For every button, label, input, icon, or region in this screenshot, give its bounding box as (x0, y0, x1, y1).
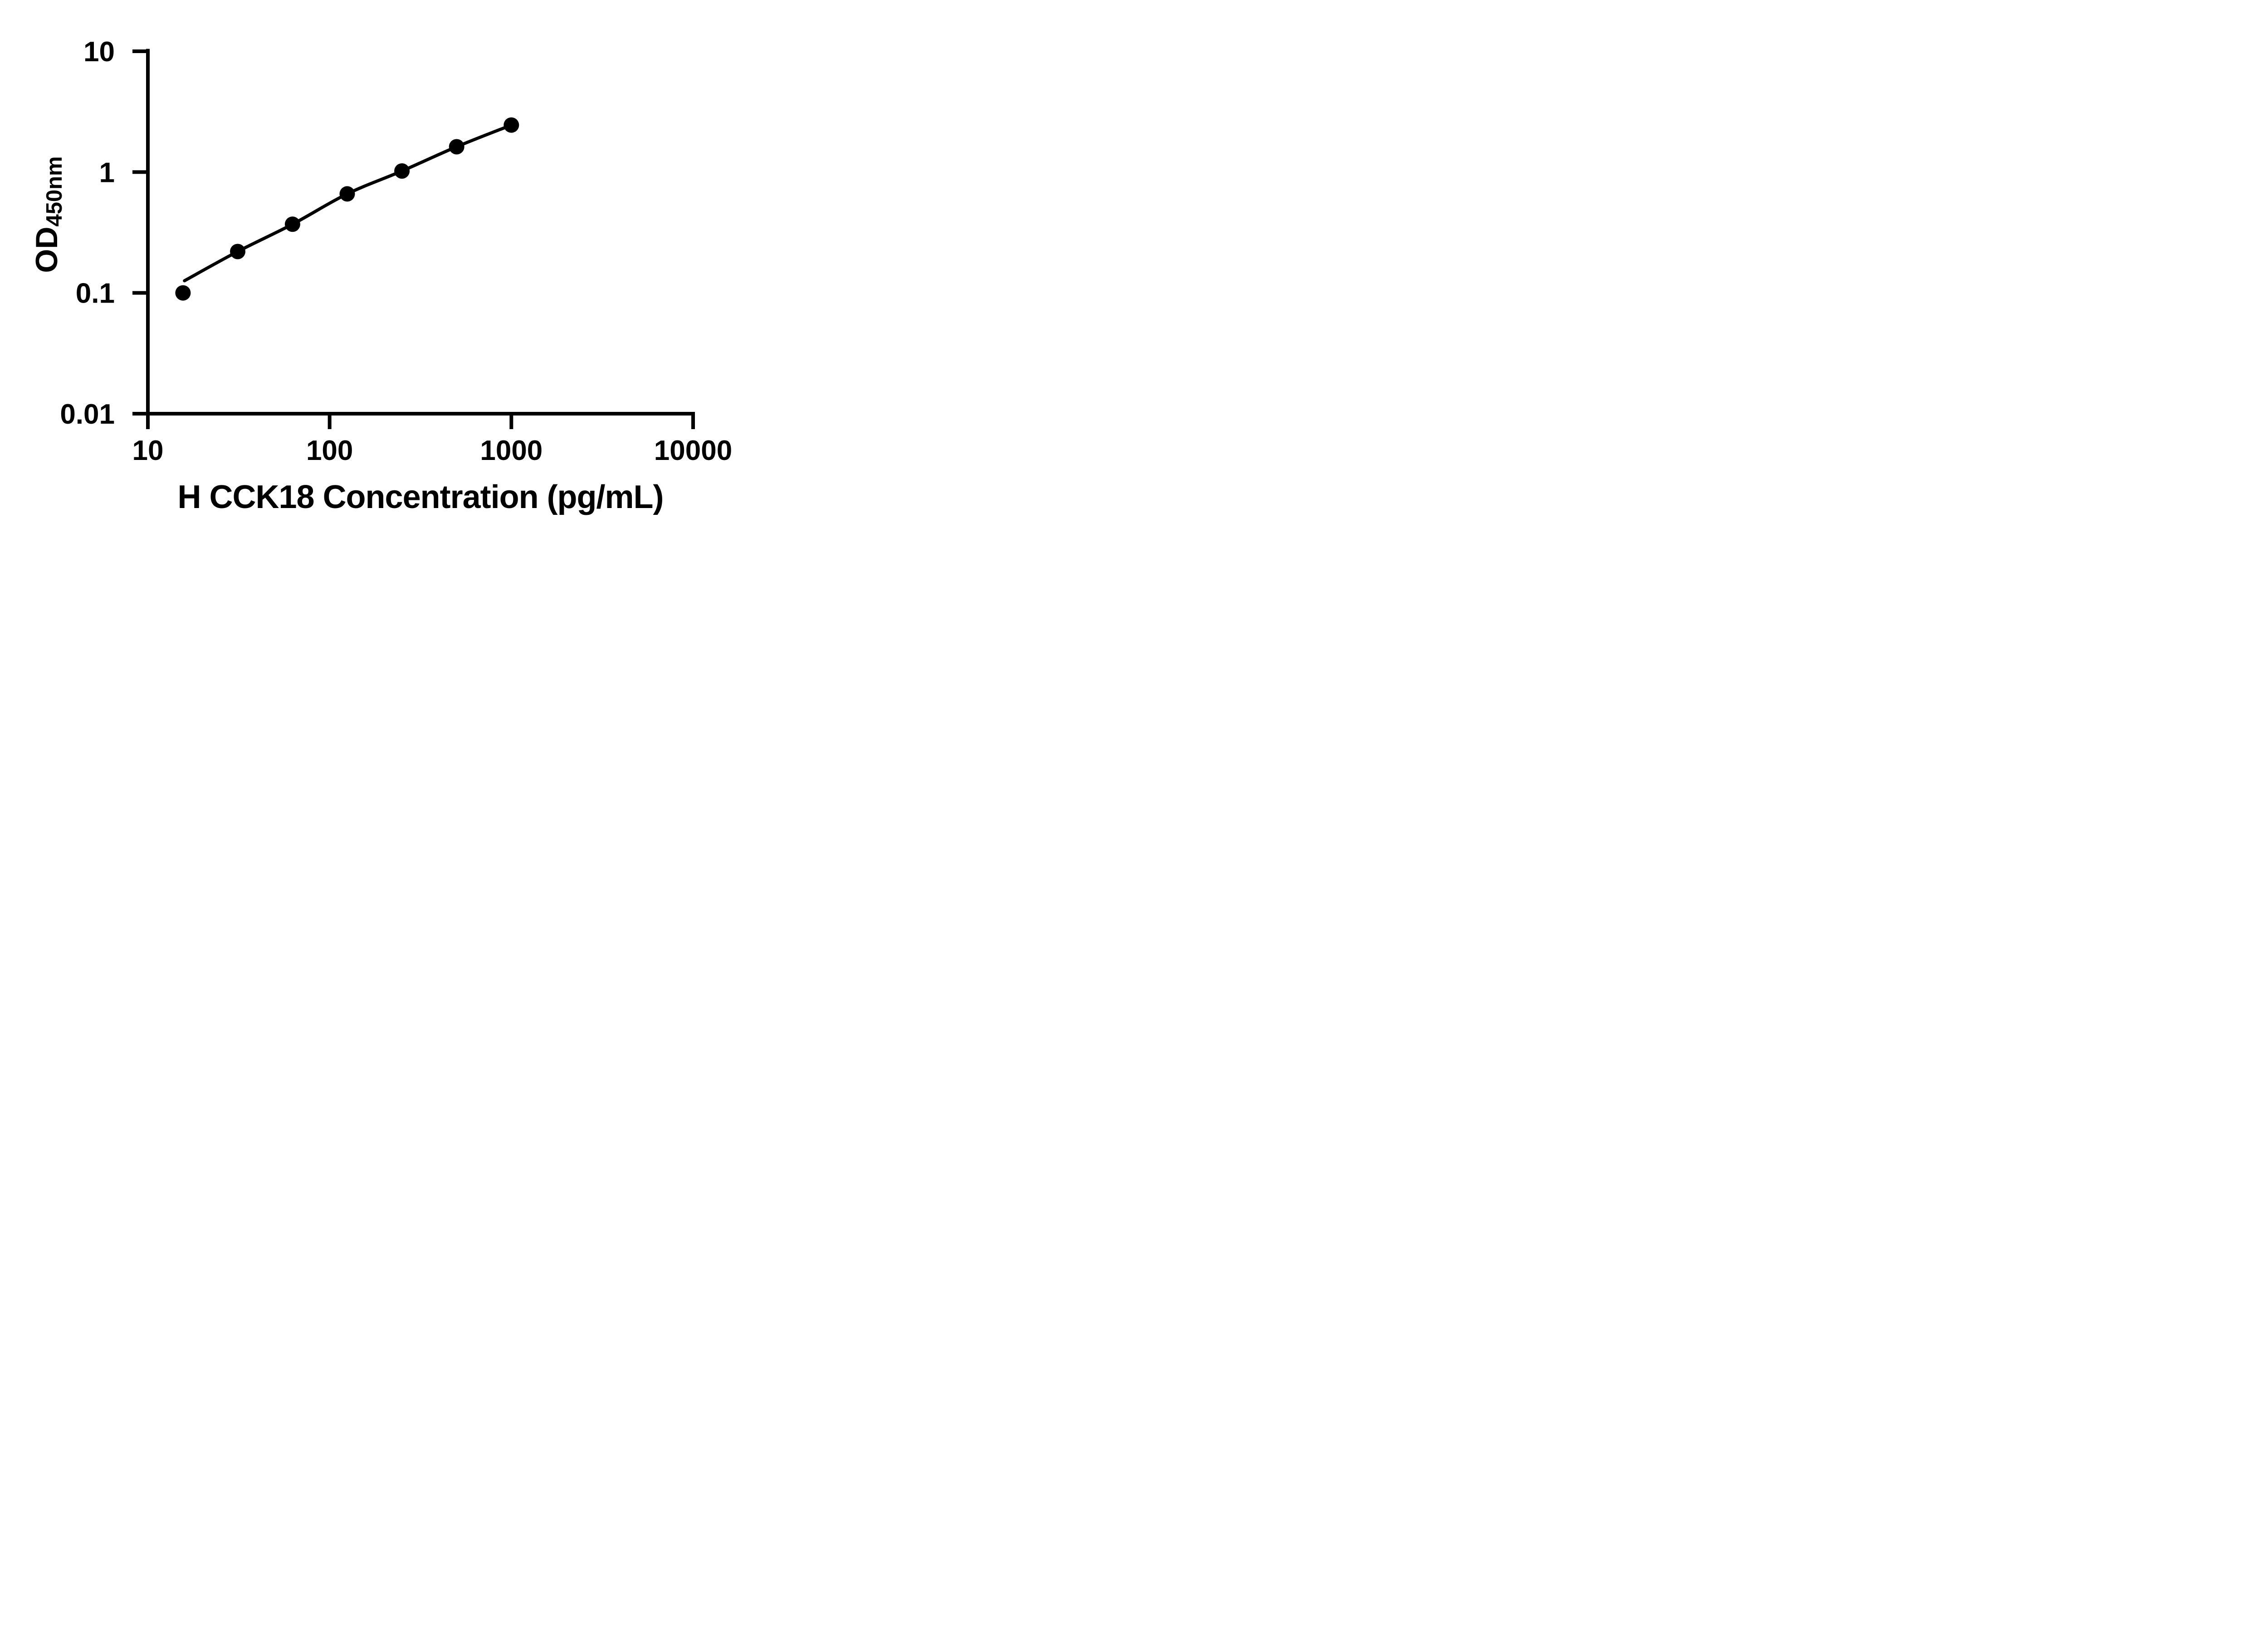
y-tick-label-0.01: 0.01 (60, 399, 115, 430)
data-point-3 (284, 216, 300, 232)
y-axis-tick-labels: 10 1 0.1 0.01 (60, 36, 115, 430)
x-axis-title: H CCK18 Concentration (pg/mL) (177, 479, 663, 515)
data-point-2 (230, 244, 245, 259)
y-tick-0.01 (132, 412, 148, 416)
y-axis-title-subscript: 450nm (42, 156, 67, 226)
x-axis-ticks (146, 414, 695, 429)
x-tick-label-10000: 10000 (654, 435, 732, 466)
y-tick-10 (132, 49, 148, 54)
x-tick-10 (146, 414, 150, 429)
x-tick-1000 (509, 414, 513, 429)
x-axis-line (132, 412, 695, 416)
y-tick-0.1 (132, 291, 148, 295)
y-tick-1 (132, 170, 148, 174)
x-tick-label-1000: 1000 (480, 435, 543, 466)
y-axis-title: OD450nm (29, 156, 67, 273)
data-point-5 (394, 163, 410, 179)
chart-canvas: 10 1 0.1 0.01 10 100 1000 10000 H CCK18 Concen… (29, 36, 733, 515)
y-tick-label-10: 10 (83, 36, 115, 68)
x-tick-10000 (691, 414, 695, 429)
y-axis-ticks (132, 49, 148, 416)
y-tick-label-1: 1 (99, 157, 115, 188)
y-tick-label-0.1: 0.1 (76, 278, 115, 309)
data-point-1 (175, 285, 191, 301)
x-tick-label-10: 10 (132, 435, 164, 466)
x-tick-100 (327, 414, 332, 429)
data-point-4 (339, 186, 355, 202)
elisa-standard-curve-figure: 10 1 0.1 0.01 10 100 1000 10000 H CCK18 Concen… (0, 0, 776, 544)
y-axis-line (146, 49, 150, 429)
x-axis-tick-labels: 10 100 1000 10000 (132, 435, 733, 466)
y-axis-title-main: OD (29, 227, 64, 273)
data-point-7 (503, 117, 519, 133)
data-point-6 (449, 139, 464, 155)
x-tick-label-100: 100 (306, 435, 353, 466)
data-points (175, 117, 519, 301)
